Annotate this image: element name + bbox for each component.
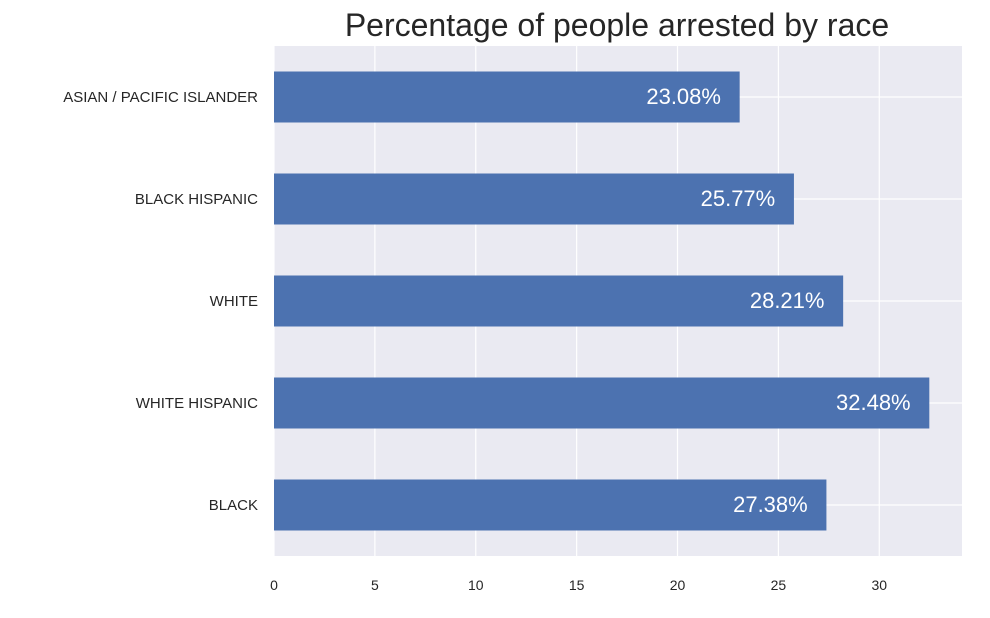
x-tick-label: 25 <box>771 577 787 593</box>
category-label: ASIAN / PACIFIC ISLANDER <box>63 89 258 106</box>
data-label: 25.77% <box>701 186 776 211</box>
data-label: 28.21% <box>750 288 825 313</box>
chart-title: Percentage of people arrested by race <box>345 7 889 43</box>
data-label: 23.08% <box>646 84 721 109</box>
data-label: 27.38% <box>733 492 808 517</box>
x-axis-ticks: 0 5 10 15 20 25 30 <box>270 577 887 593</box>
category-labels: ASIAN / PACIFIC ISLANDER BLACK HISPANIC WH… <box>63 89 258 514</box>
x-tick-label: 0 <box>270 577 278 593</box>
bar <box>274 275 844 327</box>
x-tick-label: 10 <box>468 577 484 593</box>
bars <box>274 71 930 531</box>
bar <box>274 479 827 531</box>
x-tick-label: 30 <box>871 577 887 593</box>
bar <box>274 71 740 123</box>
category-label: BLACK <box>209 497 258 514</box>
category-label: BLACK HISPANIC <box>135 191 258 208</box>
category-label: WHITE <box>210 293 258 310</box>
x-tick-label: 15 <box>569 577 585 593</box>
data-labels: 23.08% 25.77% 28.21% 32.48% 27.38% <box>646 84 910 517</box>
bar <box>274 377 930 429</box>
bar <box>274 173 794 225</box>
x-tick-label: 20 <box>670 577 686 593</box>
data-label: 32.48% <box>836 390 911 415</box>
category-label: WHITE HISPANIC <box>136 395 258 412</box>
x-tick-label: 5 <box>371 577 379 593</box>
